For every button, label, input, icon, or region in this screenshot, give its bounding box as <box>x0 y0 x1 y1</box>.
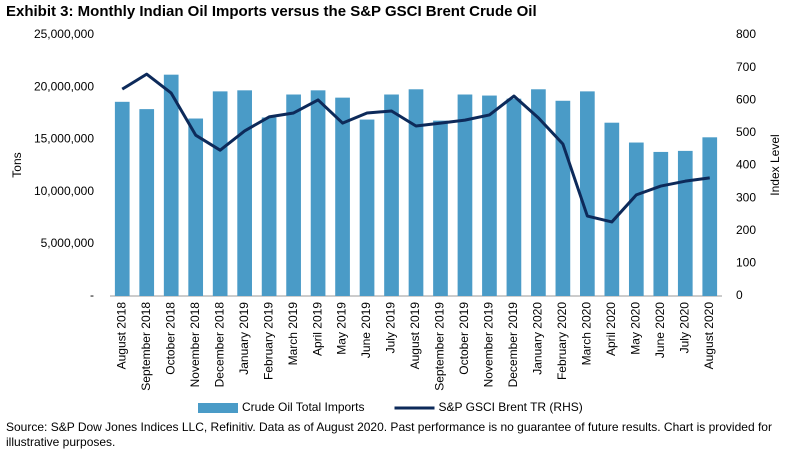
y2-tick-label: 100 <box>736 256 756 270</box>
bar <box>628 142 644 296</box>
legend-label: S&P GSCI Brent TR (RHS) <box>439 400 583 414</box>
bar <box>139 109 155 297</box>
y-tick-label: 5,000,000 <box>41 236 95 250</box>
bar <box>408 89 424 297</box>
bar <box>482 95 497 296</box>
x-tick-label: November 2019 <box>482 302 496 388</box>
bar <box>604 122 620 296</box>
bar <box>677 150 693 296</box>
bar <box>188 118 204 297</box>
x-tick-label: December 2019 <box>506 302 520 388</box>
x-tick-label: May 2020 <box>628 302 642 355</box>
x-tick-label: August 2018 <box>114 302 128 370</box>
legend-swatch <box>198 403 238 413</box>
source-note: Source: S&P Dow Jones Indices LLC, Refin… <box>6 420 772 449</box>
y2-tick-label: 700 <box>736 60 756 74</box>
x-tick-label: November 2018 <box>188 302 202 388</box>
x-tick-label: February 2019 <box>261 302 275 380</box>
y-axis-title: Tons <box>10 152 24 177</box>
bar <box>555 100 571 296</box>
x-tick-label: April 2019 <box>310 302 324 356</box>
y-tick-label: 20,000,000 <box>34 79 94 93</box>
y2-tick-label: 500 <box>736 125 756 139</box>
bar <box>261 117 277 296</box>
bar <box>531 89 546 297</box>
y2-tick-label: 400 <box>736 158 756 172</box>
y-tick-label: 25,000,000 <box>34 27 94 41</box>
y2-tick-label: 200 <box>736 223 756 237</box>
bar <box>384 94 399 297</box>
x-tick-label: June 2019 <box>359 302 373 358</box>
legend-label: Crude Oil Total Imports <box>242 400 365 414</box>
bar <box>580 91 595 296</box>
x-tick-label: September 2019 <box>433 302 447 391</box>
x-tick-label: August 2020 <box>702 302 716 370</box>
x-tick-label: July 2020 <box>677 302 691 354</box>
x-tick-label: August 2019 <box>408 302 422 370</box>
x-tick-label: July 2019 <box>384 302 398 354</box>
y2-tick-label: 800 <box>736 27 756 41</box>
bar <box>163 74 179 296</box>
x-tick-label: September 2018 <box>139 302 153 391</box>
bar <box>310 90 326 296</box>
bar <box>286 94 301 297</box>
x-tick-label: October 2019 <box>457 302 471 375</box>
bar <box>114 101 130 296</box>
chart-title: Exhibit 3: Monthly Indian Oil Imports ve… <box>6 3 537 20</box>
bar <box>702 137 718 296</box>
x-tick-label: May 2019 <box>335 302 349 355</box>
y2-tick-label: 0 <box>736 288 743 302</box>
y-tick-label: - <box>90 288 94 302</box>
x-tick-label: October 2018 <box>163 302 177 375</box>
bar <box>212 91 228 296</box>
y2-tick-label: 300 <box>736 190 756 204</box>
bar <box>433 120 448 296</box>
line <box>121 72 710 224</box>
x-tick-label: June 2020 <box>653 302 667 358</box>
bar <box>359 119 375 297</box>
y2-axis-title: Index Level <box>768 134 782 195</box>
x-tick-label: February 2020 <box>555 302 569 380</box>
y-tick-label: 15,000,000 <box>34 132 94 146</box>
x-tick-label: March 2020 <box>580 302 594 366</box>
bar <box>457 94 473 297</box>
bar <box>335 97 350 296</box>
x-tick-label: January 2020 <box>531 302 545 375</box>
x-tick-label: December 2018 <box>212 302 226 388</box>
y2-tick-label: 600 <box>736 92 756 106</box>
y-tick-label: 10,000,000 <box>34 184 94 198</box>
bar <box>237 90 252 296</box>
x-tick-label: January 2019 <box>237 302 251 375</box>
bar <box>653 151 669 296</box>
bar <box>506 98 522 297</box>
x-tick-label: April 2020 <box>604 302 618 356</box>
x-tick-label: March 2019 <box>286 302 300 366</box>
